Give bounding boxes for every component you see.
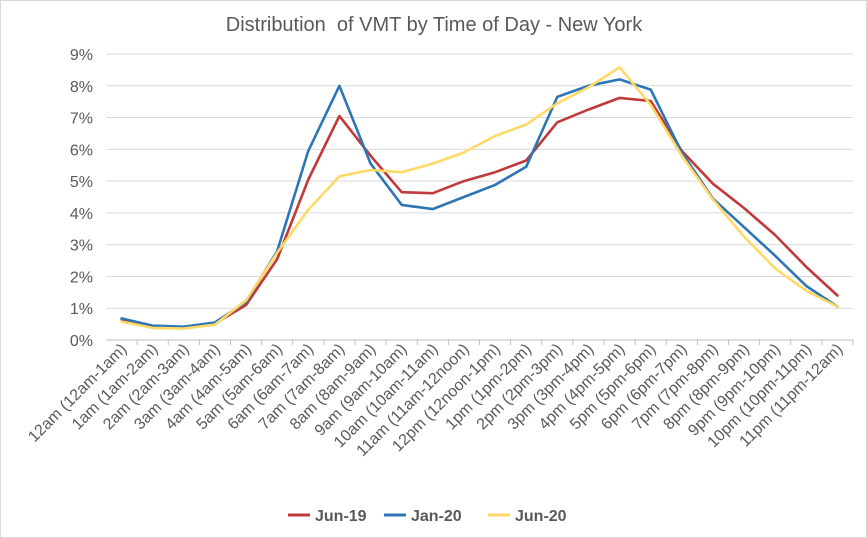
y-tick-label: 8% <box>70 79 93 96</box>
y-tick-label: 5% <box>70 174 93 191</box>
legend-entry: Jun-20 <box>515 508 567 525</box>
y-tick-label: 7% <box>70 111 93 128</box>
legend-entry: Jan-20 <box>411 508 462 525</box>
gridlines <box>106 53 853 341</box>
series-line-jun-20 <box>120 66 839 330</box>
x-axis-ticks: 12am (12am-1am)1am (1am-2am)2am (2am-3am… <box>25 340 854 460</box>
y-tick-label: 0% <box>70 333 93 350</box>
y-axis-ticks: 0% 1% 2% 3% 4% 5% 6% 7% 8% 9% <box>70 47 93 350</box>
series-line-jun-19 <box>120 96 839 329</box>
y-tick-label: 2% <box>70 269 93 286</box>
series-lines <box>120 66 839 330</box>
y-tick-label: 6% <box>70 142 93 159</box>
series-line-jan-20 <box>120 78 839 329</box>
y-tick-label: 3% <box>70 238 93 255</box>
chart-title: Distribution of VMT by Time of Day - New… <box>226 14 643 36</box>
legend: Jun-19 Jan-20 Jun-20 <box>288 508 567 525</box>
y-tick-label: 4% <box>70 206 93 223</box>
legend-entry: Jun-19 <box>315 508 367 525</box>
y-tick-label: 9% <box>70 47 93 64</box>
y-tick-label: 1% <box>70 301 93 318</box>
